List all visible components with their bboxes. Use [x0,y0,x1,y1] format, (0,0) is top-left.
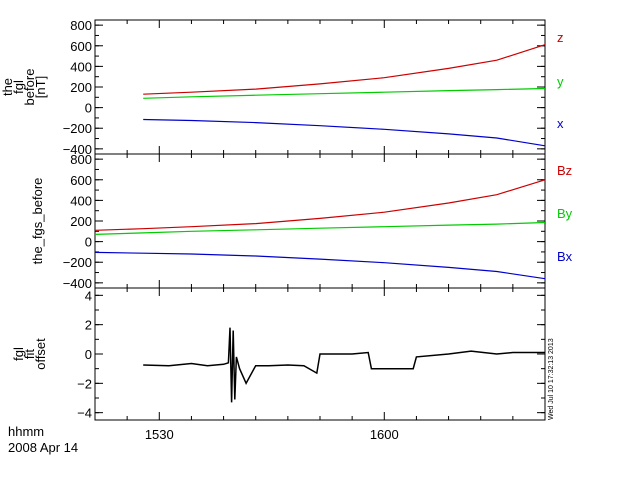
y-axis-label: fgl [11,80,26,94]
y-axis-label: before [22,69,37,106]
legend-label-z: z [557,30,564,45]
legend-label-bx: Bx [557,249,573,264]
series-line-offset [143,327,545,403]
panels: 8006004002000−200−400thefglbefore[nT]zyx… [0,18,573,442]
series-line-bx [94,251,546,280]
y-tick-label: 600 [70,173,92,188]
time-axis-label: hhmm [8,424,44,439]
series-line-y [143,87,546,99]
series-line-z [143,44,546,95]
y-tick-label: 600 [70,39,92,54]
y-axis-label: offset [33,338,48,370]
x-tick-label: 1600 [370,427,399,442]
y-tick-label: 200 [70,80,92,95]
y-tick-label: −2 [77,376,92,391]
y-tick-label: 400 [70,59,92,74]
y-tick-label: 800 [70,18,92,33]
series-line-by [94,221,546,235]
series-line-bz [94,179,546,231]
y-axis-label: [nT] [33,76,48,98]
y-tick-label: −400 [63,276,92,291]
y-tick-label: −200 [63,121,92,136]
y-tick-label: 4 [85,288,92,303]
y-tick-label: 0 [85,347,92,362]
panel-frame [94,153,546,289]
legend-label-y: y [557,74,564,89]
y-tick-label: 800 [70,152,92,167]
date-label: 2008 Apr 14 [8,440,78,455]
panel-frame [94,19,546,155]
legend-label-bz: Bz [557,163,572,178]
series-line-x [143,118,546,147]
y-axis-label: fgl [11,347,26,361]
x-tick-label: 1530 [145,427,174,442]
y-axis-label: the_fgs_before [30,178,45,265]
y-tick-label: 2 [85,318,92,333]
y-tick-label: −400 [63,142,92,157]
timestamp-label: Wed Jul 10 17:32:13 2013 [548,338,555,420]
y-tick-label: 400 [70,193,92,208]
y-tick-label: 0 [85,101,92,116]
y-axis-label: fit [22,349,37,360]
y-tick-label: −4 [77,406,92,421]
legend-label-x: x [557,116,564,131]
y-axis-label: the [0,78,15,96]
y-tick-label: −200 [63,255,92,270]
legend-label-by: By [557,206,573,221]
y-tick-label: 0 [85,235,92,250]
y-tick-label: 200 [70,214,92,229]
panel-2: 800 600 400 200 0 −200 −400 the_fgs_before Bz By B… [30,152,573,291]
